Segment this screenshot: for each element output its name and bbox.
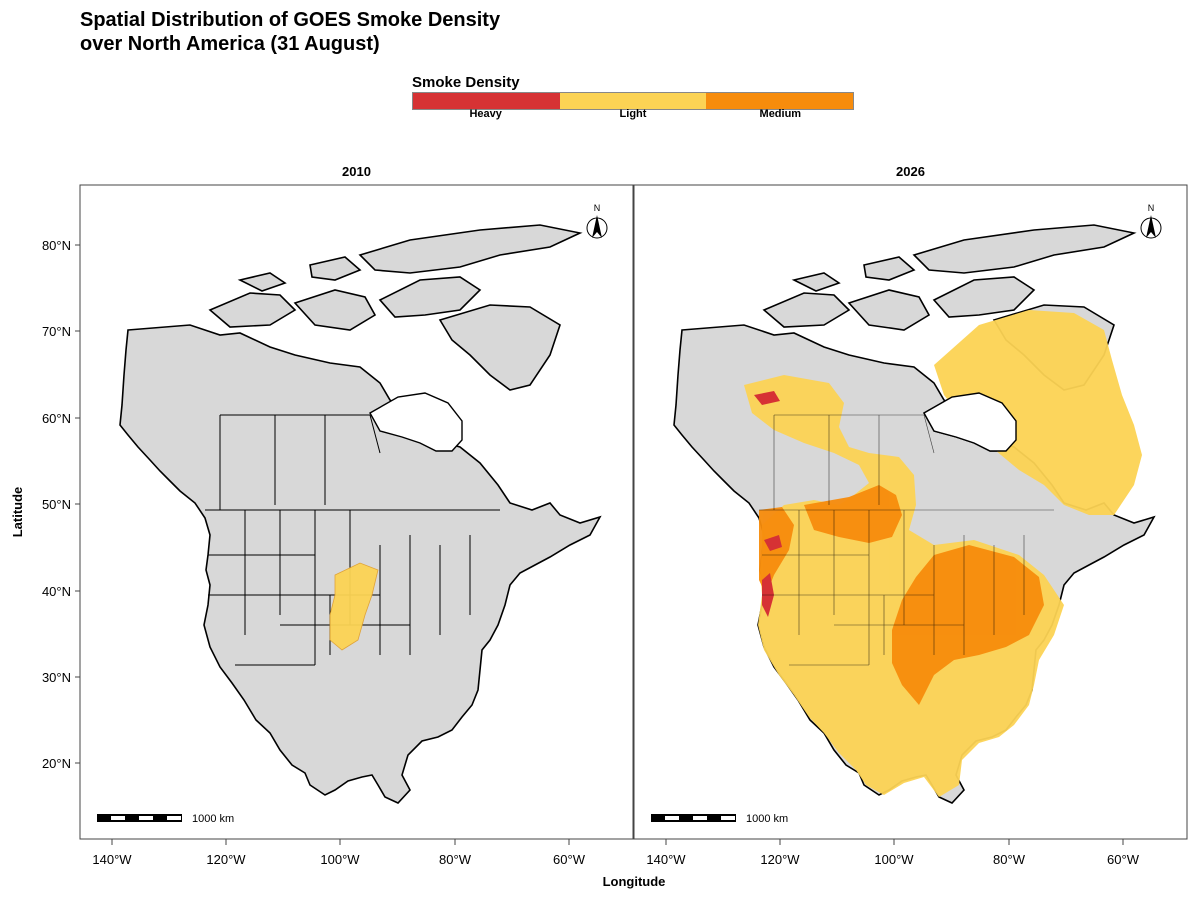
north-arrow-2010: N — [586, 203, 608, 239]
legend-labels: Heavy Light Medium — [412, 108, 854, 120]
legend-swatch-light — [559, 93, 707, 109]
y-tick-label-80: 80°N — [42, 238, 71, 253]
x-tick-right-60: 60°W — [1107, 839, 1140, 867]
legend-colorbar — [412, 92, 854, 110]
title-line-1: Spatial Distribution of GOES Smoke Densi… — [80, 9, 501, 31]
north-label-2010: N — [594, 203, 601, 213]
y-tick-label-50: 50°N — [42, 497, 71, 512]
x-tick-label-left-80: 80°W — [439, 852, 472, 867]
scale-bar-label-2010: 1000 km — [192, 813, 234, 825]
title-line-2: over North America (31 August) — [80, 33, 380, 55]
x-tick-label-right-60: 60°W — [1107, 852, 1140, 867]
panel-title-right: 2026 — [896, 164, 925, 179]
x-tick-label-right-120: 120°W — [760, 852, 800, 867]
y-axis: 20°N 30°N 40°N 50°N 60°N 70°N 80°N Latit… — [10, 185, 81, 839]
north-label-2026: N — [1148, 203, 1155, 213]
x-tick-right-100: 100°W — [874, 839, 914, 867]
map-panel-2010: N 1000 km — [79, 184, 634, 840]
y-tick-label-40: 40°N — [42, 584, 71, 599]
x-tick-right-80: 80°W — [993, 839, 1026, 867]
x-axis-right: 140°W 120°W 100°W 80°W 60°W — [634, 838, 1187, 867]
x-axis-left: 140°W 120°W 100°W 80°W 60°W — [80, 838, 633, 867]
legend-swatch-heavy — [413, 93, 560, 109]
scale-bar-2010: 1000 km — [97, 813, 234, 825]
x-tick-left-100: 100°W — [320, 839, 360, 867]
y-tick-40: 40°N — [42, 584, 80, 599]
x-tick-label-right-80: 80°W — [993, 852, 1026, 867]
map-panel-2026: N 1000 km — [633, 184, 1188, 840]
x-tick-left-120: 120°W — [206, 839, 246, 867]
y-tick-label-30: 30°N — [42, 670, 71, 685]
legend-label-medium: Medium — [759, 108, 802, 120]
x-tick-left-60: 60°W — [553, 839, 586, 867]
x-tick-label-left-120: 120°W — [206, 852, 246, 867]
x-tick-label-right-140: 140°W — [646, 852, 686, 867]
y-tick-label-20: 20°N — [42, 756, 71, 771]
x-tick-left-80: 80°W — [439, 839, 472, 867]
scale-bar-2026: 1000 km — [651, 813, 788, 825]
x-tick-label-left-60: 60°W — [553, 852, 586, 867]
map-title: Spatial Distribution of GOES Smoke Densi… — [80, 8, 500, 56]
scale-bar-label-2026: 1000 km — [746, 813, 788, 825]
y-tick-20: 20°N — [42, 756, 80, 771]
x-tick-label-left-140: 140°W — [92, 852, 132, 867]
x-tick-label-left-100: 100°W — [320, 852, 360, 867]
y-tick-label-60: 60°N — [42, 411, 71, 426]
y-tick-30: 30°N — [42, 670, 80, 685]
y-tick-70: 70°N — [42, 324, 80, 339]
y-tick-50: 50°N — [42, 497, 80, 512]
y-tick-label-70: 70°N — [42, 324, 71, 339]
x-tick-left-140: 140°W — [92, 839, 132, 867]
legend-swatch-medium — [706, 93, 854, 109]
y-tick-60: 60°N — [42, 411, 80, 426]
legend-label-light: Light — [619, 108, 647, 120]
y-tick-80: 80°N — [42, 238, 80, 253]
x-tick-label-right-100: 100°W — [874, 852, 914, 867]
y-axis-label: Latitude — [10, 487, 25, 538]
panel-title-left: 2010 — [342, 164, 371, 179]
x-tick-right-120: 120°W — [760, 839, 800, 867]
north-arrow-2026: N — [1140, 203, 1162, 239]
x-axis-label: Longitude — [603, 874, 666, 889]
x-tick-right-140: 140°W — [646, 839, 686, 867]
legend-label-heavy: Heavy — [469, 108, 502, 120]
legend-title: Smoke Density — [412, 74, 520, 91]
